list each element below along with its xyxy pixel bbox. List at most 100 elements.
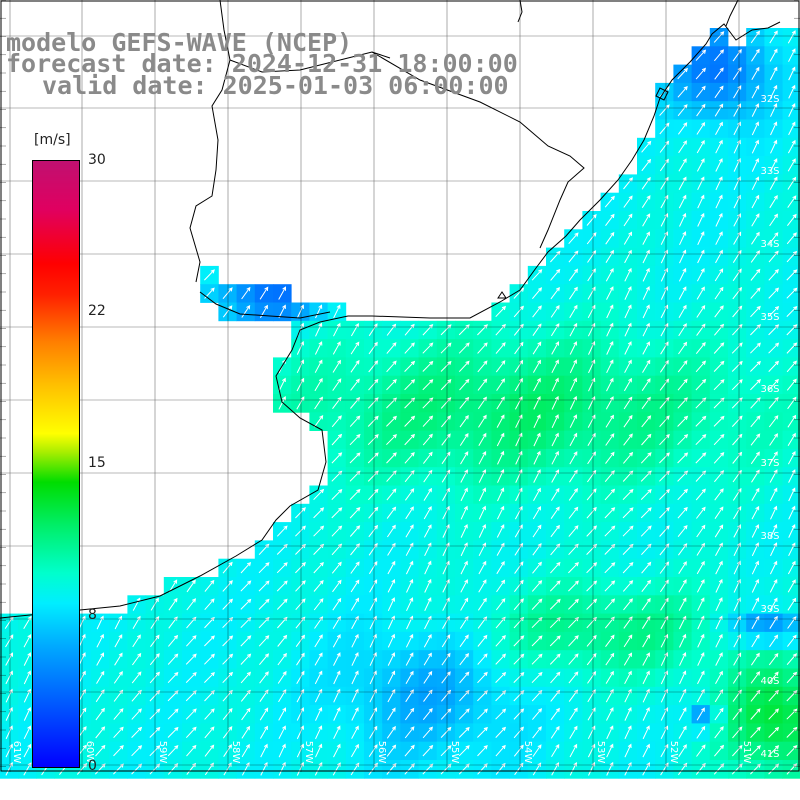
wind-arrow xyxy=(678,158,687,172)
wind-arrow xyxy=(787,139,796,154)
longitude-label: 58W xyxy=(230,741,241,764)
wind-arrow xyxy=(513,744,524,757)
colorbar-tick-30: 30 xyxy=(88,152,106,168)
wind-arrow xyxy=(259,725,268,739)
wind-arrow xyxy=(588,377,596,392)
wind-arrow xyxy=(477,378,488,391)
wind-arrow xyxy=(569,725,578,739)
wind-arrow xyxy=(222,305,233,318)
wind-arrow xyxy=(531,617,543,629)
wind-arrow xyxy=(550,305,560,318)
wind-arrow xyxy=(241,725,251,739)
wind-arrow xyxy=(478,505,486,520)
wind-arrow xyxy=(440,379,452,391)
wind-arrow xyxy=(569,341,578,355)
wind-arrow xyxy=(769,30,778,44)
wind-arrow xyxy=(604,598,616,611)
wind-arrow xyxy=(295,507,306,519)
wind-arrow xyxy=(278,707,286,721)
wind-arrow xyxy=(604,562,616,574)
wind-arrow xyxy=(276,562,288,574)
wind-arrow xyxy=(458,726,470,738)
wind-arrow xyxy=(458,708,470,720)
wind-arrow xyxy=(696,323,706,336)
wind-arrow xyxy=(768,689,779,702)
longitude-label: 61W xyxy=(11,741,22,764)
wind-arrow xyxy=(113,671,123,684)
wind-arrow xyxy=(368,524,379,538)
wind-arrow xyxy=(640,507,652,519)
wind-arrow xyxy=(713,452,725,464)
wind-arrow xyxy=(387,597,395,612)
wind-arrow xyxy=(642,267,650,282)
wind-arrow xyxy=(405,633,414,648)
wind-arrow xyxy=(258,616,270,629)
wind-arrow xyxy=(387,707,396,721)
wind-arrow xyxy=(642,249,650,264)
colorbar-tick-0: 0 xyxy=(88,758,97,774)
wind-arrow xyxy=(605,634,615,647)
wind-arrow xyxy=(349,452,361,464)
wind-arrow xyxy=(641,415,652,428)
wind-arrow xyxy=(404,744,415,757)
wind-arrow xyxy=(606,725,614,740)
wind-arrow xyxy=(587,451,596,465)
wind-arrow xyxy=(660,304,669,319)
wind-arrow xyxy=(368,323,378,337)
wind-arrow xyxy=(714,506,724,519)
wind-arrow xyxy=(787,432,796,447)
wind-arrow xyxy=(715,158,723,172)
wind-arrow xyxy=(678,725,687,739)
wind-arrow xyxy=(751,121,759,136)
wind-arrow xyxy=(624,743,632,758)
model-title: modelo GEFS-WAVE (NCEP) xyxy=(6,28,353,57)
wind-arrow xyxy=(296,359,304,374)
wind-arrow xyxy=(477,671,488,684)
wind-arrow xyxy=(240,653,252,665)
wind-arrow xyxy=(642,231,650,245)
wind-arrow xyxy=(695,762,706,775)
wind-arrow xyxy=(768,305,780,317)
wind-arrow xyxy=(386,379,397,391)
latitude-label: 35S xyxy=(760,312,779,323)
wind-arrow xyxy=(296,670,305,684)
wind-arrow xyxy=(186,762,197,775)
wind-arrow xyxy=(696,103,706,117)
wind-arrow xyxy=(460,597,469,611)
wind-arrow xyxy=(677,378,688,391)
wind-arrow xyxy=(641,597,651,611)
wind-arrow xyxy=(185,671,197,683)
coastline-segment xyxy=(199,291,331,319)
wind-arrow xyxy=(786,690,798,702)
wind-arrow xyxy=(405,506,414,520)
colorbar-tick-22: 22 xyxy=(88,303,106,319)
wind-arrow xyxy=(368,762,378,776)
wind-arrow xyxy=(714,524,724,538)
wind-arrow xyxy=(697,212,705,227)
wind-arrow xyxy=(551,341,559,355)
wind-arrow xyxy=(114,634,123,648)
wind-arrow xyxy=(423,524,432,538)
wind-arrow xyxy=(678,304,687,318)
wind-arrow xyxy=(787,414,797,428)
wind-arrow xyxy=(568,268,578,281)
wind-arrow xyxy=(679,670,687,685)
wind-arrow xyxy=(167,690,179,702)
wind-arrow xyxy=(642,652,650,666)
wind-arrow xyxy=(477,360,488,373)
wind-arrow xyxy=(660,231,668,245)
wind-arrow xyxy=(659,452,670,464)
wind-arrow xyxy=(750,726,761,739)
wind-arrow xyxy=(496,432,505,447)
wind-arrow xyxy=(349,433,361,446)
wind-arrow xyxy=(696,304,706,318)
wind-arrow xyxy=(513,598,524,611)
wind-arrow xyxy=(715,578,723,593)
wind-arrow xyxy=(459,634,469,648)
wind-arrow xyxy=(568,506,579,519)
wind-arrow xyxy=(751,176,760,191)
wind-arrow xyxy=(440,745,452,757)
wind-arrow xyxy=(623,652,633,666)
wind-arrow xyxy=(186,635,197,647)
wind-arrow xyxy=(606,304,614,319)
